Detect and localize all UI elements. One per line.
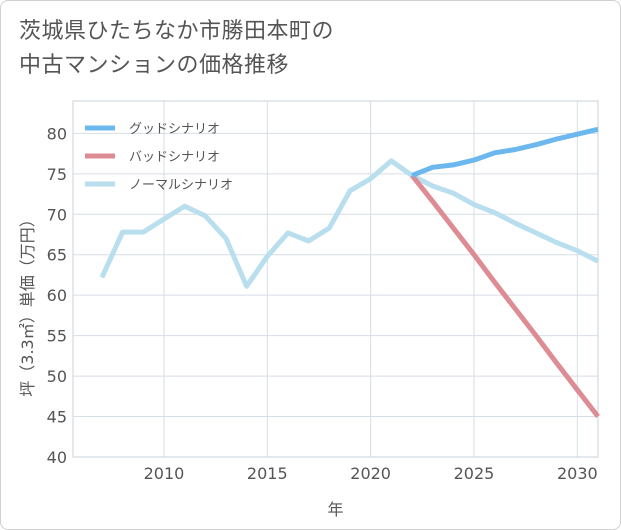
series-lines: [99, 126, 600, 419]
legend-label-2: ノーマルシナリオ: [129, 178, 233, 193]
y-tick-label: 50: [47, 367, 67, 386]
series-line-2: [99, 158, 600, 289]
y-tick-label: 40: [47, 448, 67, 467]
plot-frame: [72, 100, 599, 458]
x-axis-label: 年: [327, 500, 343, 519]
x-tick-label: 2030: [557, 464, 598, 483]
series-line-0: [411, 126, 599, 178]
chart-title: 茨城県ひたちなか市勝田本町の 中古マンションの価格推移: [19, 15, 334, 83]
y-tick-label: 75: [47, 165, 67, 184]
legend-label-1: バッドシナリオ: [129, 150, 220, 165]
y-tick-label: 65: [47, 246, 67, 265]
chart-title-line-2: 中古マンションの価格推移: [19, 53, 290, 78]
chart-title-line-1: 茨城県ひたちなか市勝田本町の: [19, 19, 335, 44]
y-tick-label: 55: [47, 327, 67, 346]
series-line-1: [410, 173, 600, 419]
x-tick-label: 2025: [454, 464, 495, 483]
x-tick-label: 2010: [144, 464, 185, 483]
x-axis-ticks: 2010 2015 2020 2025 2030: [144, 464, 598, 483]
y-tick-label: 80: [47, 124, 67, 143]
x-tick-label: 2020: [350, 464, 391, 483]
y-tick-label: 70: [47, 205, 67, 224]
y-tick-label: 60: [47, 286, 67, 305]
y-tick-label: 45: [47, 408, 67, 427]
legend-label-0: グッドシナリオ: [129, 122, 220, 137]
y-axis-ticks: 40 45 50 55 60 65 70 75 80: [47, 124, 67, 467]
y-axis-label: 坪（3.3㎡）単価（万円）: [18, 211, 37, 396]
x-tick-label: 2015: [247, 464, 288, 483]
